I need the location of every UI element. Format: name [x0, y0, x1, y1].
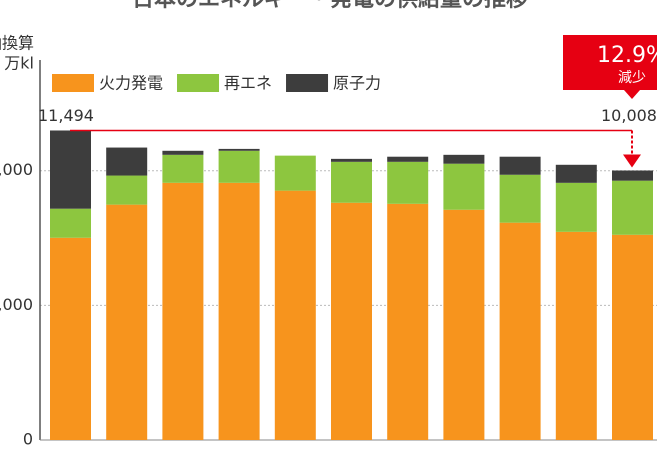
- bar-segment: [331, 158, 372, 162]
- bar-segment: [555, 231, 597, 440]
- callout-box: [563, 35, 657, 90]
- y-axis-label: 万kl: [4, 54, 34, 73]
- bar-segment: [387, 156, 429, 162]
- callout-pointer: [624, 90, 640, 99]
- bar-segment: [387, 203, 429, 440]
- callout-arrow: [623, 154, 641, 168]
- bar-segment: [162, 154, 204, 183]
- legend-swatch: [286, 74, 329, 92]
- bar-segment: [443, 163, 485, 210]
- bar-segment: [106, 175, 148, 205]
- callout-text: 減少: [618, 69, 646, 86]
- bar-segment: [555, 164, 597, 183]
- bar-segment: [612, 180, 653, 235]
- bar-segment: [50, 237, 91, 440]
- bar-segment: [50, 130, 91, 209]
- callout-value: 12.9%: [597, 43, 657, 68]
- chart-title: 日本のエネルギー・発電の供給量の推移: [132, 0, 528, 12]
- bar-segment: [106, 204, 148, 440]
- bar-segment: [612, 234, 653, 440]
- bar-segment: [499, 222, 541, 440]
- bar-segment: [162, 150, 204, 155]
- bar-segment: [499, 174, 541, 223]
- bar-segment: [443, 154, 485, 164]
- bar-segment: [162, 182, 204, 440]
- bar-segment: [274, 190, 316, 440]
- bar-segment: [274, 155, 316, 191]
- legend-label: 原子力: [333, 74, 381, 93]
- y-tick-label: 0: [23, 430, 33, 449]
- bar-segment: [106, 147, 148, 176]
- y-axis-label: 原油換算: [0, 34, 34, 53]
- legend-label: 再エネ: [224, 74, 272, 93]
- bar-segment: [387, 161, 429, 204]
- bar-segment: [50, 208, 91, 238]
- bar-segment: [218, 182, 260, 440]
- bar-segment: [218, 150, 260, 183]
- bar-segment: [331, 202, 372, 440]
- bar-segment: [331, 161, 372, 203]
- legend-swatch: [177, 74, 220, 92]
- bar-segment: [443, 209, 485, 440]
- y-tick-label: 10,000: [0, 160, 33, 179]
- bar-segment: [612, 170, 653, 181]
- legend-swatch: [52, 74, 94, 92]
- annotation: 11,494: [38, 106, 94, 125]
- legend-label: 火力発電: [99, 74, 163, 93]
- annotation: 10,008: [601, 106, 657, 125]
- bar-segment: [555, 182, 597, 232]
- bar-segment: [499, 156, 541, 175]
- y-tick-label: 5,000: [0, 295, 33, 314]
- bar-segment: [218, 148, 260, 151]
